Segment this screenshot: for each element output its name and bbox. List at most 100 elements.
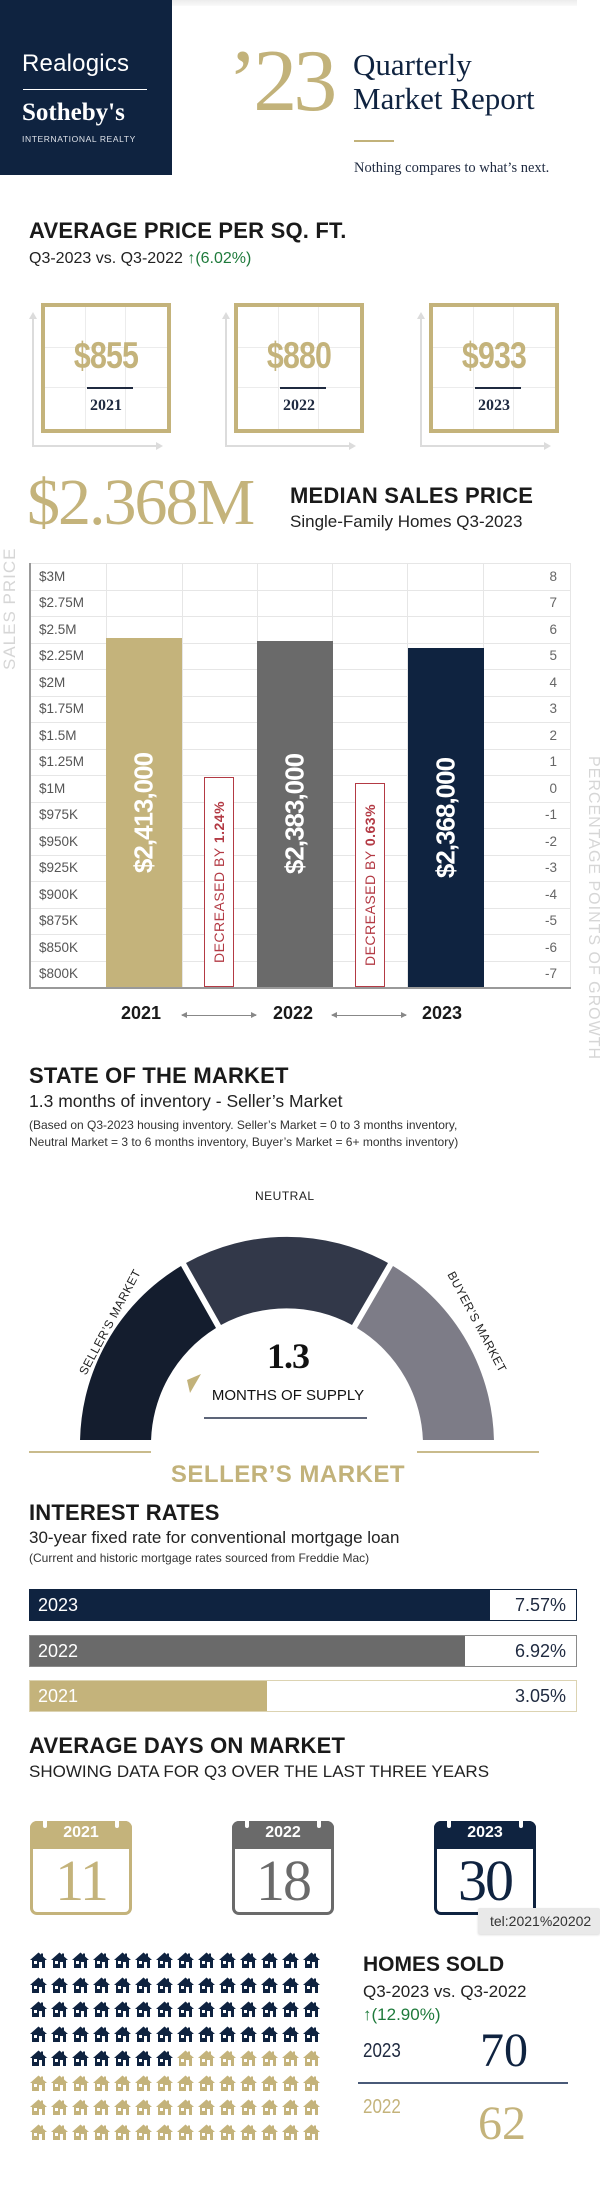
house-icon xyxy=(261,2124,278,2140)
house-icon xyxy=(72,1952,89,1968)
house-icon xyxy=(156,1952,173,1968)
house-icon xyxy=(261,1977,278,1993)
y-tick: $875K xyxy=(39,913,79,928)
brand-logo[interactable]: Realogics Sotheby's INTERNATIONAL REALTY xyxy=(0,0,172,175)
double-arrow-icon xyxy=(181,1012,257,1018)
calendar-ring-icon xyxy=(317,1812,321,1828)
rate-year: 2021 xyxy=(38,1686,79,1706)
house-icon xyxy=(177,1952,194,1968)
house-icon xyxy=(219,2124,236,2140)
price-value: $880 xyxy=(266,335,332,376)
house-icon xyxy=(114,1952,131,1968)
y-tick: $2M xyxy=(39,675,66,690)
house-icon xyxy=(240,1952,257,1968)
y-tick: $800K xyxy=(39,966,79,981)
rate-value: 7.57% xyxy=(514,1595,566,1615)
house-icon xyxy=(93,2001,110,2017)
house-icon xyxy=(156,2075,173,2091)
house-icon xyxy=(72,2026,89,2042)
y2-tick: 3 xyxy=(549,701,557,716)
house-icon xyxy=(156,2099,173,2115)
right-axis-title: PERCENTAGE POINTS OF GROWTH xyxy=(585,756,600,1061)
house-icon xyxy=(177,2099,194,2115)
house-icon xyxy=(261,1952,278,1968)
top-strip xyxy=(172,0,577,6)
house-icon xyxy=(303,2099,320,2115)
house-icon xyxy=(135,2001,152,2017)
decrease-annotation-2021-2022: DECREASED BY 1.24% xyxy=(204,777,234,987)
rate-year: 2022 xyxy=(38,1641,79,1661)
x-label-2022: 2022 xyxy=(273,1003,314,1023)
house-icon xyxy=(261,2050,278,2066)
house-icon xyxy=(114,2001,131,2017)
verdict-rule-right xyxy=(417,1451,539,1453)
house-icon xyxy=(114,2075,131,2091)
y2-tick: 0 xyxy=(549,781,557,796)
house-icon xyxy=(72,1977,89,1993)
supply-divider xyxy=(204,1417,367,1419)
left-axis-title: SALES PRICE xyxy=(0,547,19,671)
price-year: 2021 xyxy=(90,397,122,414)
calendar-icon-2023: 2023 30 xyxy=(434,1812,536,1915)
rate-bar xyxy=(30,1681,267,1711)
house-icon xyxy=(240,1977,257,1993)
report-year: ’23 xyxy=(228,33,337,130)
interest-title: INTEREST RATES xyxy=(29,1500,220,1525)
calendar-ring-icon xyxy=(447,1812,451,1828)
decrease-text: DECREASED BY 1.24% xyxy=(211,800,227,964)
axis-vertical xyxy=(32,318,34,446)
house-icon xyxy=(51,2099,68,2115)
house-icon xyxy=(219,1977,236,1993)
y2-tick: 1 xyxy=(549,754,557,769)
calendar-ring-icon xyxy=(115,1812,119,1828)
axis-vertical xyxy=(420,318,422,446)
axis-arrow-right-icon xyxy=(544,442,551,450)
house-icon xyxy=(72,2075,89,2091)
house-icon xyxy=(51,2026,68,2042)
house-icon xyxy=(72,2124,89,2140)
y2-tick: -3 xyxy=(544,860,557,875)
gauge-neutral-segment xyxy=(186,1236,388,1325)
house-icon xyxy=(30,2001,47,2017)
axis-arrow-up-icon xyxy=(29,312,37,319)
house-icon xyxy=(261,2099,278,2115)
homes-sold-count-2023: 70 xyxy=(480,2024,528,2077)
gridline-vertical xyxy=(407,563,408,987)
market-gauge xyxy=(80,1236,494,1440)
days-value: 11 xyxy=(55,1848,109,1913)
tagline: Nothing compares to what’s next. xyxy=(354,160,550,176)
supply-value: 1.3 xyxy=(267,1336,310,1376)
gridline-vertical xyxy=(182,563,183,987)
house-icon xyxy=(198,1977,215,1993)
house-icon xyxy=(303,2075,320,2091)
house-icon xyxy=(282,2050,299,2066)
house-icon xyxy=(30,2124,47,2140)
bar-2022[interactable]: $2,383,000 xyxy=(257,641,333,987)
y-tick: $925K xyxy=(39,860,79,875)
x-label-2021: 2021 xyxy=(121,1003,162,1023)
y2-tick: -4 xyxy=(544,887,557,902)
bar-2021[interactable]: $2,413,000 xyxy=(106,638,182,987)
rate-row-2021: 2021 3.05% xyxy=(29,1680,577,1712)
decrease-annotation-2022-2023: DECREASED BY 0.63% xyxy=(355,783,385,987)
axis-arrow-right-icon xyxy=(156,442,163,450)
price-divider xyxy=(280,387,326,389)
homes-sold-comparison: Q3-2023 vs. Q3-2022 xyxy=(363,1982,527,2001)
bar-2023[interactable]: $2,368,000 xyxy=(408,648,484,987)
y-tick: $1.25M xyxy=(39,754,85,769)
house-icon xyxy=(51,2050,68,2066)
market-note-line1: (Based on Q3-2023 housing inventory. Sel… xyxy=(29,1118,458,1132)
house-icon xyxy=(51,1952,68,1968)
house-icon xyxy=(30,2075,47,2091)
house-icon xyxy=(282,1977,299,1993)
house-icon xyxy=(198,2099,215,2115)
price-divider xyxy=(87,387,133,389)
house-icon xyxy=(177,2001,194,2017)
y-tick: $2.5M xyxy=(39,622,77,637)
house-icon xyxy=(261,2026,278,2042)
house-icon xyxy=(219,2050,236,2066)
house-icon xyxy=(219,2026,236,2042)
bar-value-label: $2,413,000 xyxy=(128,752,159,873)
price-sqft-title: AVERAGE PRICE PER SQ. FT. xyxy=(29,218,347,243)
y-tick: $2.75M xyxy=(39,595,85,610)
